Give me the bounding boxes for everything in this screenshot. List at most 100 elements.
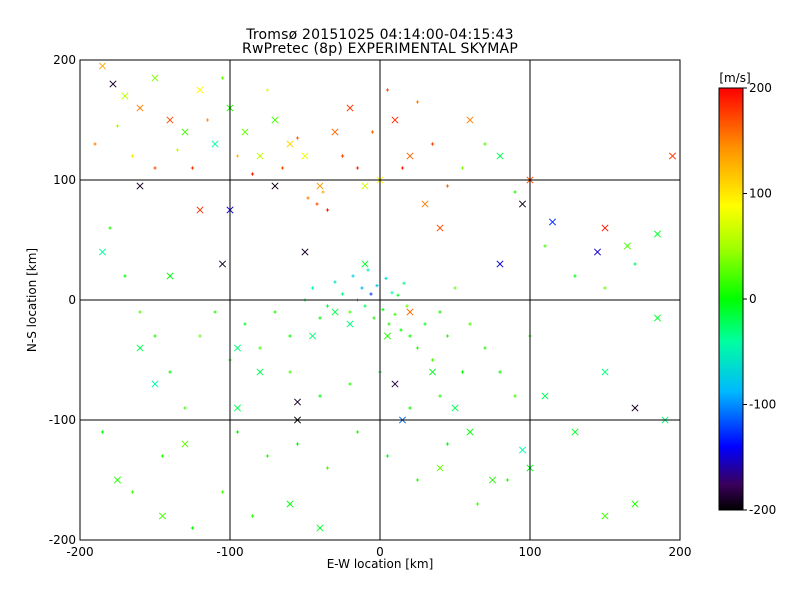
y-tick-label: 100 [53,173,76,187]
x-marker [181,128,189,136]
plus-marker [265,454,270,458]
plus-marker [405,304,409,308]
plus-marker [295,136,300,140]
plus-marker [393,312,397,316]
x-marker [256,152,264,160]
plus-marker [93,142,97,146]
plus-marker [183,406,187,410]
y-tick-label: 0 [68,293,76,307]
x-marker [436,464,444,472]
plus-marker [348,310,352,314]
plus-marker [453,286,457,290]
plus-marker [288,370,292,374]
plus-marker [369,292,373,296]
x-marker [406,308,414,316]
chart-title: Tromsø 20151025 04:14:00-04:15:43 [246,27,514,43]
x-marker [136,104,144,112]
plus-marker [220,76,225,80]
plus-marker [370,130,375,134]
x-marker [653,230,662,238]
plus-marker [360,286,364,290]
x-marker [331,308,339,316]
plus-marker [321,190,325,194]
plus-marker [258,346,262,350]
plus-marker [438,310,442,314]
x-marker [541,392,549,400]
plus-marker [123,274,127,278]
x-marker [166,116,174,124]
colorbar-tick-label: -100 [749,398,776,412]
x-marker [98,248,107,256]
x-marker [271,182,279,190]
plus-marker [213,310,217,314]
x-marker [391,380,399,388]
x-marker [301,248,309,256]
plus-marker [295,442,300,446]
x-marker [466,428,474,436]
plus-marker [468,322,472,326]
x-marker [451,404,459,412]
x-marker [286,140,294,148]
plus-marker [603,286,607,290]
x-marker [361,260,369,268]
plus-marker [415,478,420,482]
x-marker [316,182,324,190]
plus-marker [198,334,202,338]
colorbar-tick-label: 0 [749,292,757,306]
plus-marker [483,142,487,146]
x-marker [361,182,369,190]
x-marker [233,344,242,352]
plus-marker [333,280,337,284]
x-marker [496,152,504,160]
plus-marker [415,346,420,350]
grid-lines [80,60,680,540]
x-marker [518,200,527,208]
plus-marker [543,244,547,248]
plus-marker [243,322,247,326]
colorbar-tick-label: 100 [749,187,772,201]
plus-marker [235,154,240,158]
plus-marker [130,154,135,158]
plus-marker [138,310,142,314]
plus-marker [366,268,370,272]
x-marker [488,476,497,484]
x-marker [151,380,159,388]
x-tick-label: 200 [669,545,692,559]
colorbar-tick-label: -200 [749,503,776,517]
x-marker [136,182,144,190]
chart-subtitle: RwPretec (8p) EXPERIMENTAL SKYMAP [242,41,518,57]
plus-marker [306,196,310,200]
plus-marker [372,316,376,320]
plus-marker [355,430,360,434]
x-marker [406,152,414,160]
plus-marker [325,208,330,212]
y-tick-label: -100 [49,413,76,427]
x-marker [308,332,317,340]
x-tick-labels: -200 -100 0 100 200 [66,545,691,559]
x-marker [601,224,609,232]
plus-marker [415,100,420,104]
plus-marker [385,88,390,92]
plus-marker [265,88,270,92]
x-marker [548,218,557,226]
plus-marker [385,454,390,458]
x-marker [151,74,159,82]
x-marker [571,428,579,436]
plus-marker [513,394,517,398]
colorbar [718,87,744,511]
plus-marker [381,308,385,312]
plus-marker [633,262,637,266]
x-marker [331,128,339,136]
x-tick-label: 100 [519,545,542,559]
y-tick-labels: -200 -100 0 100 200 [49,53,76,547]
x-marker [496,260,504,268]
plus-marker [498,370,502,374]
plus-marker [573,274,577,278]
x-marker [383,332,392,340]
x-marker [293,398,302,406]
x-marker [166,272,174,280]
plus-marker [310,286,315,290]
plus-marker [205,118,210,122]
x-marker [136,344,144,352]
